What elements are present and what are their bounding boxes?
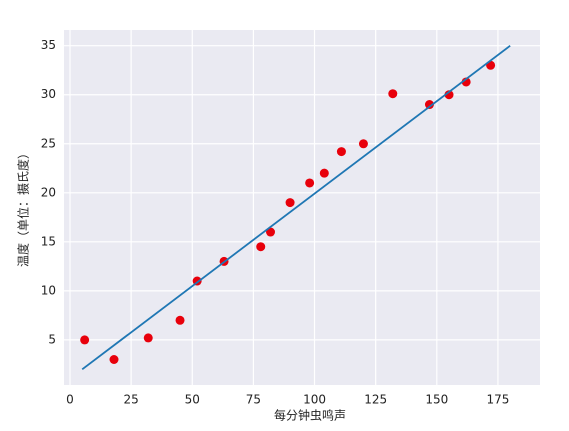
point xyxy=(256,242,266,252)
x-tick-label: 50 xyxy=(185,393,200,407)
point xyxy=(388,89,398,99)
point xyxy=(266,227,276,237)
point xyxy=(143,333,153,343)
y-tick-label: 20 xyxy=(41,185,56,199)
plot-area xyxy=(64,30,540,385)
x-axis-label: 每分钟虫鸣声 xyxy=(274,408,346,423)
fit-line xyxy=(81,44,511,371)
point xyxy=(358,139,368,149)
point xyxy=(444,90,454,100)
point xyxy=(80,335,90,345)
y-tick-label: 15 xyxy=(41,234,56,248)
point xyxy=(336,147,346,157)
point xyxy=(424,100,434,110)
point xyxy=(285,198,295,208)
point xyxy=(109,355,119,365)
y-tick-label: 5 xyxy=(48,332,56,346)
x-tick-label: 75 xyxy=(246,393,261,407)
point xyxy=(305,178,315,188)
point xyxy=(319,168,329,178)
x-tick-label: 100 xyxy=(303,393,326,407)
y-tick-label: 35 xyxy=(41,38,56,52)
y-tick-label: 25 xyxy=(41,136,56,150)
y-tick-label: 30 xyxy=(41,87,56,101)
x-tick-label: 25 xyxy=(123,393,138,407)
y-axis-label: 温度（单位：摄氏度） xyxy=(16,147,31,267)
point xyxy=(175,315,185,325)
y-tick-label: 10 xyxy=(41,283,56,297)
x-tick-label: 150 xyxy=(425,393,448,407)
x-tick-label: 125 xyxy=(364,393,387,407)
x-tick-label: 175 xyxy=(486,393,509,407)
x-tick-label: 0 xyxy=(66,393,74,407)
